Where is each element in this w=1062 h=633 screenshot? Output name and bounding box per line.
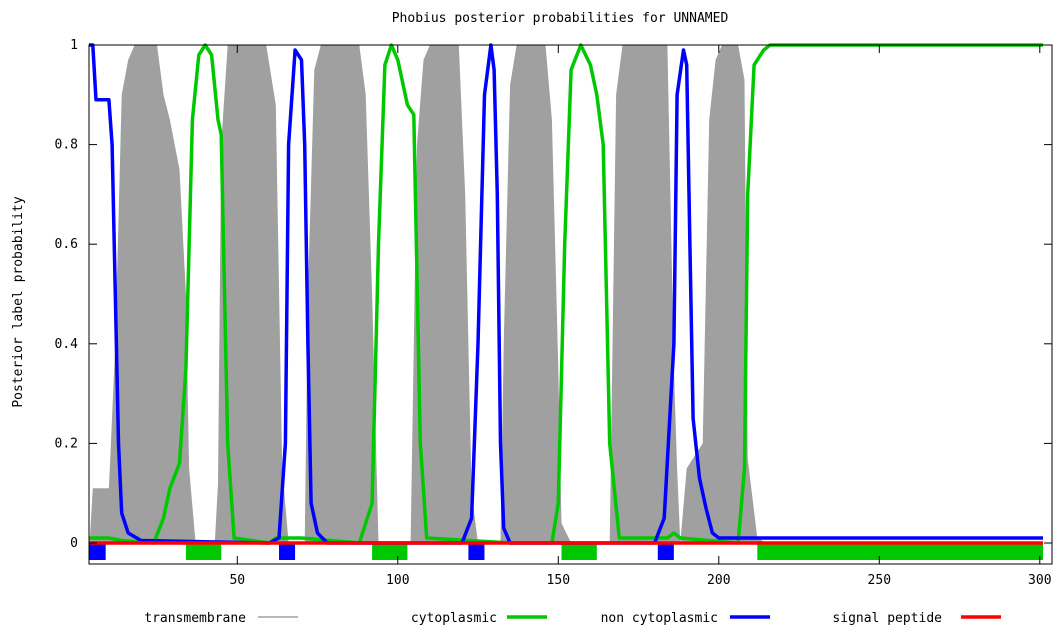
legend: transmembrane cytoplasmic non cytoplasmic s… — [144, 611, 1001, 626]
y-tick-label: 0.8 — [55, 138, 78, 153]
chart-title: Phobius posterior probabilities for UNNA… — [392, 11, 729, 26]
legend-item-transmembrane: transmembrane — [144, 611, 298, 626]
topology-segment-2 — [279, 544, 296, 560]
series-line-cytoplasmic — [89, 43, 1043, 545]
series-line-non-cytoplasmic — [89, 43, 1043, 545]
topology-segment-3 — [372, 544, 408, 560]
topology-segment-7 — [757, 544, 1043, 560]
legend-label-transmembrane: transmembrane — [144, 611, 246, 626]
plot-frame — [88, 44, 1053, 565]
legend-label-non-cytoplasmic: non cytoplasmic — [601, 611, 718, 626]
y-tick-label: 0 — [70, 536, 78, 551]
y-tick-label: 0.6 — [55, 237, 78, 252]
legend-item-cytoplasmic: cytoplasmic — [411, 611, 547, 626]
topology-segment-6 — [657, 544, 674, 560]
legend-label-signal-peptide: signal peptide — [832, 611, 942, 626]
y-tick-label: 0.4 — [55, 337, 79, 352]
y-tick-label: 0.2 — [55, 436, 78, 451]
x-tick-label: 50 — [229, 573, 245, 588]
topology-segment-5 — [561, 544, 597, 560]
topology-segment-4 — [468, 544, 485, 560]
x-tick-label: 150 — [547, 573, 570, 588]
x-tick-label: 300 — [1028, 573, 1051, 588]
legend-item-signal-peptide: signal peptide — [832, 611, 1001, 626]
legend-label-cytoplasmic: cytoplasmic — [411, 611, 497, 626]
x-tick-label: 200 — [707, 573, 730, 588]
x-tick-label: 250 — [868, 573, 891, 588]
x-tick-label: 100 — [386, 573, 409, 588]
y-tick-label: 1 — [70, 38, 78, 53]
series-area-transmembrane — [89, 45, 1043, 543]
topology-segment-0 — [89, 544, 106, 560]
y-axis-label: Posterior label probability — [11, 196, 26, 407]
legend-item-non-cytoplasmic: non cytoplasmic — [601, 611, 770, 626]
plot-content — [89, 43, 1043, 560]
topology-segment-1 — [185, 544, 222, 560]
